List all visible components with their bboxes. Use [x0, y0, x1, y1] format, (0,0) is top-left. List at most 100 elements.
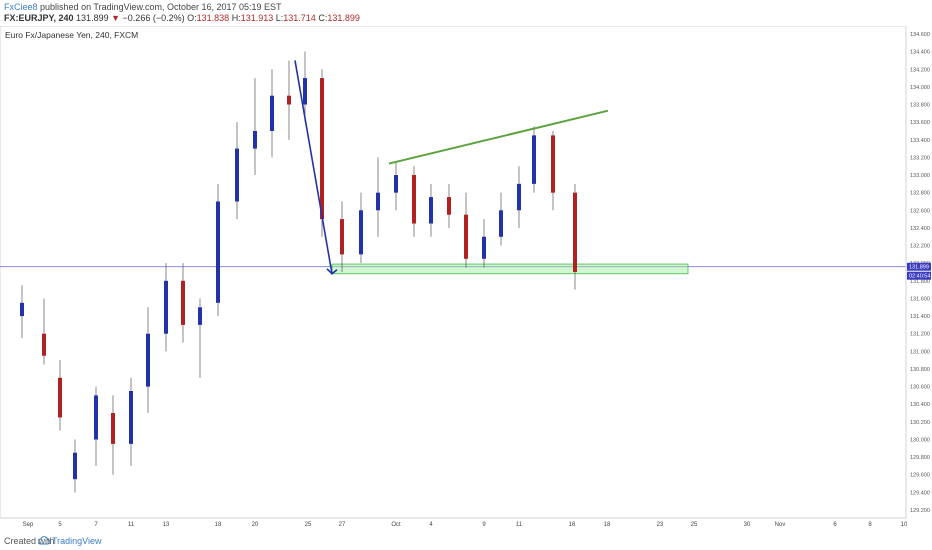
candle-body: [42, 333, 46, 356]
x-tick-label: 25: [691, 522, 698, 528]
x-tick-label: 18: [604, 522, 611, 528]
candle-body: [20, 302, 24, 317]
y-tick-label: 132.200: [910, 244, 930, 250]
candle-body: [320, 78, 324, 220]
chart-area[interactable]: Euro Fx/Japanese Yen, 240, FXCM 134.600 1…: [0, 26, 932, 528]
y-tick-label: 129.200: [910, 508, 930, 514]
chart-title: Euro Fx/Japanese Yen, 240, FXCM: [5, 30, 138, 40]
down-arrow-icon: ▼: [111, 13, 121, 23]
candle-body: [447, 197, 451, 215]
x-tick-label: 6: [833, 522, 837, 528]
candle-body: [164, 280, 168, 334]
ohlc-legend: FX:EURJPY, 240 131.899 ▼ −0.266 (−0.2%) …: [4, 13, 360, 23]
candle-body: [216, 201, 220, 303]
created-with-text: Created with: [4, 536, 55, 546]
candle-body: [376, 192, 380, 211]
y-tick-label: 133.400: [910, 138, 930, 144]
x-tick-label: 23: [657, 522, 664, 528]
x-tick-label: 30: [744, 522, 751, 528]
candle-body: [429, 197, 433, 224]
candle-body: [58, 377, 62, 418]
x-tick-label: 5: [58, 522, 62, 528]
candle-body: [129, 391, 133, 444]
y-tick-label: 133.000: [910, 173, 930, 179]
x-tick-label: 18: [215, 522, 222, 528]
y-tick-label: 131.400: [910, 314, 930, 320]
y-tick-label: 133.200: [910, 155, 930, 161]
footer: Created with TradingView: [0, 532, 932, 550]
plot-border: [0, 26, 907, 519]
y-tick-label: 129.600: [910, 473, 930, 479]
y-tick-label: 132.400: [910, 226, 930, 232]
candle-body: [412, 175, 416, 224]
candle-body: [111, 413, 115, 444]
y-tick-label: 131.600: [910, 296, 930, 302]
x-tick-label: 4: [429, 522, 433, 528]
candle-body: [359, 210, 363, 255]
tradingview-link[interactable]: TradingView: [52, 536, 102, 546]
candle-body: [235, 148, 239, 202]
price-label: 131.899: [909, 265, 929, 271]
candle-body: [551, 135, 555, 193]
x-tick-label: 25: [305, 522, 312, 528]
x-tick-label: 11: [128, 522, 135, 528]
y-tick-label: 134.200: [910, 67, 930, 73]
publish-info: FxCiee8 published on TradingView.com, Oc…: [4, 2, 282, 12]
x-tick-label: 8: [868, 522, 872, 528]
low-label: L:: [275, 13, 284, 23]
support-zone: [331, 263, 689, 275]
candle-body: [73, 452, 77, 480]
y-tick-label: 130.000: [910, 437, 930, 443]
candle-body: [573, 192, 577, 272]
candle-body: [482, 236, 486, 259]
candle-body: [253, 130, 257, 149]
close-label: C:: [318, 13, 328, 23]
published-text: published on TradingView.com, October 16…: [40, 2, 282, 12]
high-label: H:: [231, 13, 241, 23]
x-tick-label: 9: [482, 522, 486, 528]
y-tick-label: 131.200: [910, 332, 930, 338]
close-value: 131.899: [327, 13, 360, 23]
candle-body: [517, 183, 521, 211]
candle-body: [340, 219, 344, 255]
y-tick-label: 133.800: [910, 103, 930, 109]
y-tick-label: 130.600: [910, 385, 930, 391]
x-tick-label: Nov: [775, 522, 786, 528]
y-tick-label: 129.400: [910, 490, 930, 496]
candle-body: [499, 210, 503, 237]
x-tick-label: 7: [94, 522, 98, 528]
time-label-box: [907, 271, 931, 280]
candle-body: [394, 175, 398, 193]
y-tick-label: 130.200: [910, 420, 930, 426]
candle-body: [303, 78, 307, 105]
change-value: −0.266 (−0.2%): [122, 13, 185, 23]
last-price: 131.899: [76, 13, 109, 23]
symbol-label[interactable]: FX:EURJPY, 240: [4, 13, 74, 23]
y-tick-label: 132.800: [910, 191, 930, 197]
candle-body: [270, 95, 274, 131]
open-label: O:: [187, 13, 197, 23]
candle-body: [287, 95, 291, 105]
x-tick-label: 16: [569, 522, 576, 528]
y-tick-label: 130.800: [910, 367, 930, 373]
open-value: 131.838: [196, 13, 230, 23]
chart-header: FxCiee8 published on TradingView.com, Oc…: [0, 0, 932, 26]
time-label: 02:40:54: [909, 274, 930, 280]
y-tick-label: 131.000: [910, 349, 930, 355]
high-value: 131.913: [240, 13, 274, 23]
x-tick-label: 11: [516, 522, 523, 528]
price-chart[interactable]: Euro Fx/Japanese Yen, 240, FXCM 134.600 1…: [0, 26, 932, 528]
arrow-head: [326, 268, 338, 275]
candle-body: [532, 135, 536, 184]
y-tick-label: 130.400: [910, 402, 930, 408]
price-label-box: [907, 262, 931, 271]
cloud-icon: [38, 536, 50, 545]
x-tick-label: 13: [163, 522, 170, 528]
y-tick-label: 134.600: [910, 32, 930, 38]
author-link[interactable]: FxCiee8: [4, 2, 38, 12]
y-tick-label: 133.600: [910, 120, 930, 126]
y-tick-label: 131.800: [910, 279, 930, 285]
low-value: 131.714: [283, 13, 316, 23]
candle-body: [146, 333, 150, 387]
candle-body: [181, 280, 185, 325]
